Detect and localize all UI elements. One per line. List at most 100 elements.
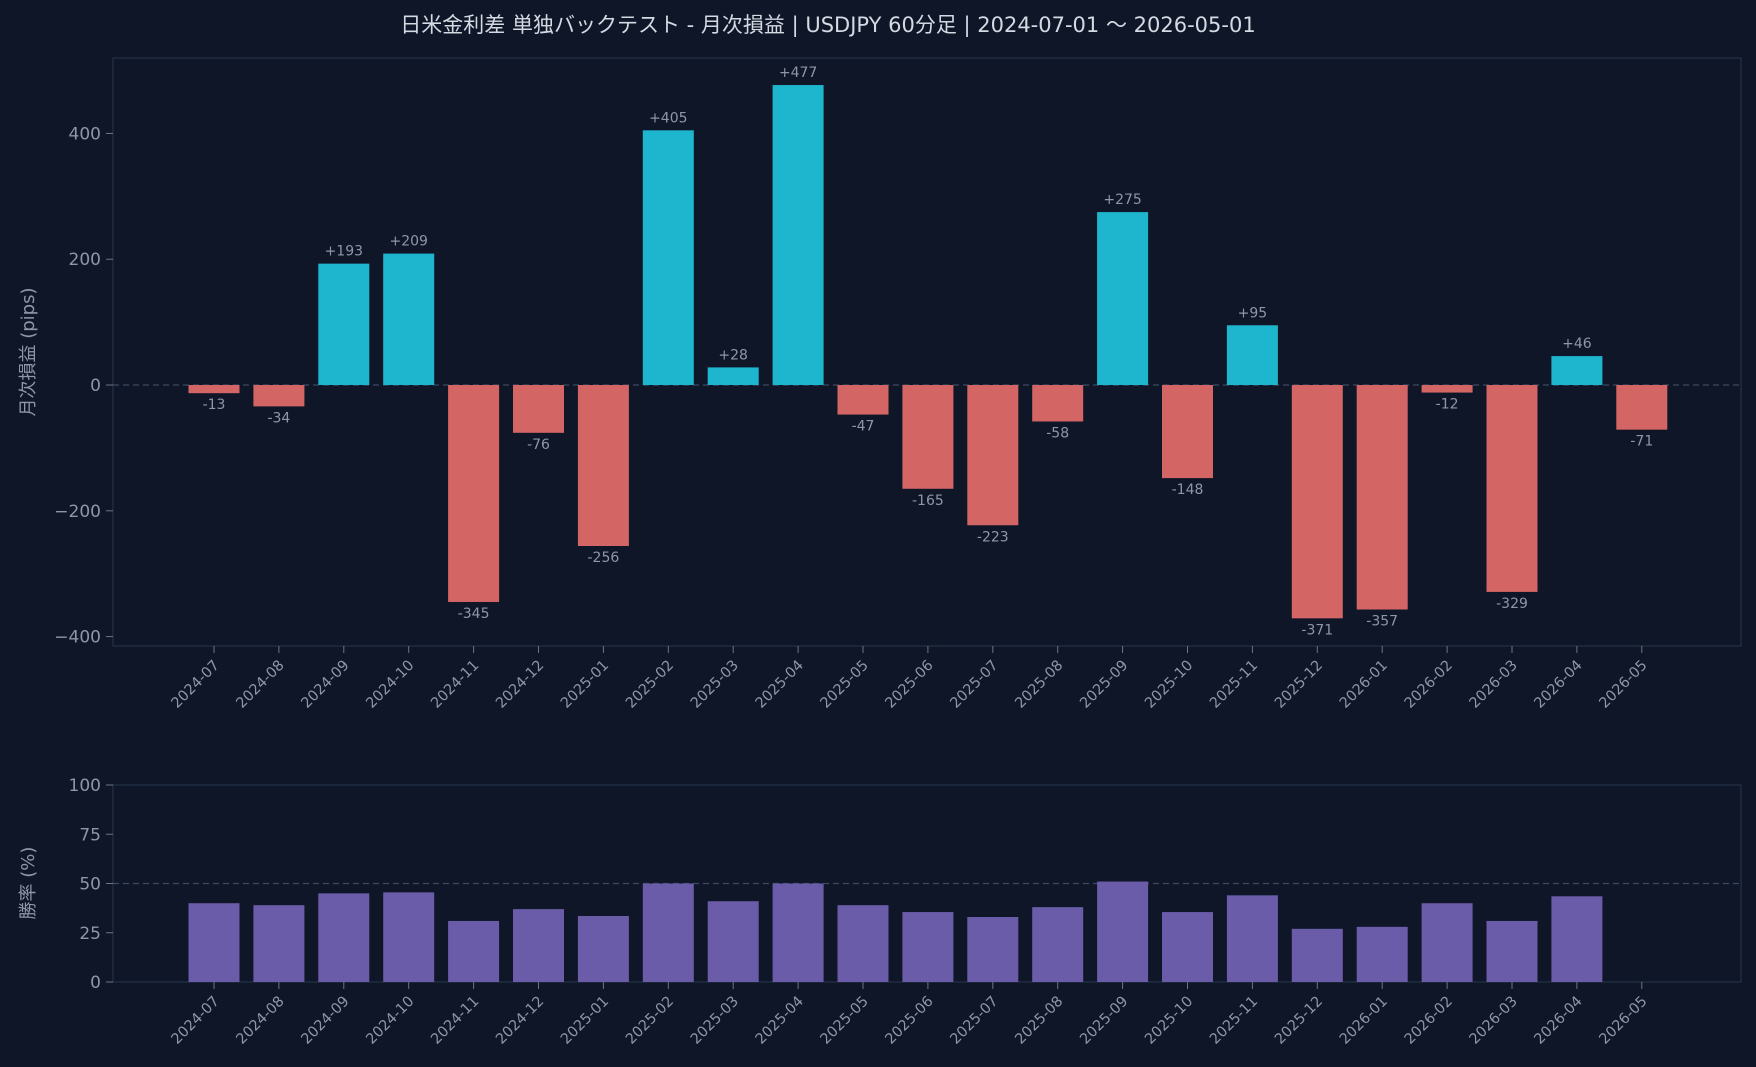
pnl-bar-2024-07 xyxy=(188,385,240,394)
pnl-bar-2024-08 xyxy=(253,385,305,407)
pnl-data-label-2026-02: -12 xyxy=(1436,397,1459,413)
pnl-data-label-2024-08: -34 xyxy=(267,410,290,426)
wr-x-tick-label-2025-07: 2025-07 xyxy=(947,994,1001,1048)
pnl-data-label-2025-07: -223 xyxy=(977,529,1009,545)
wr-x-tick-label-2025-03: 2025-03 xyxy=(688,994,742,1048)
pnl-bar-2025-07 xyxy=(967,385,1019,526)
pnl-y-tick-label: 400 xyxy=(69,124,101,144)
pnl-bar-2024-11 xyxy=(448,385,500,602)
pnl-x-tick-label-2024-12: 2024-12 xyxy=(493,658,547,712)
wr-y-tick-label: 100 xyxy=(69,776,101,796)
pnl-data-label-2025-10: -148 xyxy=(1172,482,1204,498)
pnl-bar-2024-12 xyxy=(513,385,564,433)
winrate-bars xyxy=(188,881,1603,982)
winrate-bar-2024-12 xyxy=(513,909,564,982)
winrate-bar-2025-05 xyxy=(837,905,889,982)
winrate-bar-2026-03 xyxy=(1486,920,1538,982)
pnl-data-label-2025-04: +477 xyxy=(779,65,817,81)
pnl-data-label-2024-11: -345 xyxy=(458,606,490,622)
pnl-x-tick-label-2025-07: 2025-07 xyxy=(947,658,1001,712)
wr-x-tick-label-2025-04: 2025-04 xyxy=(753,994,807,1048)
pnl-data-label-2026-05: -71 xyxy=(1630,434,1653,450)
winrate-bar-2024-07 xyxy=(188,903,240,982)
wr-x-tick-label-2024-10: 2024-10 xyxy=(363,994,417,1048)
pnl-bars xyxy=(188,85,1668,619)
monthly-pnl-chart: 月次損益 (pips) −400 −200 0 200 400 -13 -34 +193 +2… xyxy=(18,57,1742,712)
winrate-bar-2025-04 xyxy=(772,883,824,982)
pnl-x-tick-label-2025-11: 2025-11 xyxy=(1207,658,1261,712)
wr-x-tick-label-2026-02: 2026-02 xyxy=(1402,994,1456,1048)
winrate-bar-2025-10 xyxy=(1162,912,1213,982)
pnl-data-label-2024-07: -13 xyxy=(203,397,226,413)
pnl-bar-2025-02 xyxy=(642,130,694,386)
wr-x-tick-label-2025-06: 2025-06 xyxy=(883,994,937,1048)
wr-x-tick-label-2025-08: 2025-08 xyxy=(1012,994,1066,1048)
wr-y-tick-label: 75 xyxy=(79,825,101,845)
pnl-data-label-2024-10: +209 xyxy=(389,234,427,250)
pnl-bar-2025-01 xyxy=(577,385,629,547)
pnl-plot-frame xyxy=(112,57,1742,647)
pnl-bar-2024-10 xyxy=(383,253,435,386)
wr-x-tick-label-2026-01: 2026-01 xyxy=(1337,994,1391,1048)
pnl-x-ticks: 2024-07 2024-08 2024-09 2024-10 2024-11 2024-… xyxy=(169,646,1651,712)
wr-x-tick-label-2024-12: 2024-12 xyxy=(493,994,547,1048)
pnl-bar-2025-05 xyxy=(837,385,889,415)
winrate-bar-2025-01 xyxy=(577,916,629,982)
wr-y-tick-label: 25 xyxy=(79,924,101,944)
pnl-y-tick-label: −400 xyxy=(54,628,101,648)
pnl-bar-2026-04 xyxy=(1551,356,1603,386)
pnl-data-label-2024-09: +193 xyxy=(325,244,363,260)
wr-x-tick-label-2025-09: 2025-09 xyxy=(1077,994,1131,1048)
pnl-x-tick-label-2025-06: 2025-06 xyxy=(883,658,937,712)
pnl-y-axis-label: 月次損益 (pips) xyxy=(18,288,39,417)
pnl-bar-2024-09 xyxy=(318,263,370,386)
pnl-x-tick-label-2025-03: 2025-03 xyxy=(688,658,742,712)
pnl-y-ticks: −400 −200 0 200 400 xyxy=(54,124,113,648)
winrate-bar-2026-04 xyxy=(1551,896,1603,982)
pnl-bar-2025-03 xyxy=(707,367,759,386)
pnl-bar-2026-02 xyxy=(1421,385,1473,393)
pnl-data-label-2025-01: -256 xyxy=(588,550,620,566)
pnl-x-tick-label-2026-05: 2026-05 xyxy=(1596,658,1650,712)
pnl-x-tick-label-2025-12: 2025-12 xyxy=(1272,658,1326,712)
pnl-x-tick-label-2024-09: 2024-09 xyxy=(298,658,352,712)
wr-x-tick-label-2025-05: 2025-05 xyxy=(818,994,872,1048)
pnl-bar-2025-06 xyxy=(902,385,954,489)
pnl-data-label-2026-01: -357 xyxy=(1366,614,1398,630)
pnl-x-tick-label-2025-02: 2025-02 xyxy=(623,658,677,712)
pnl-data-label-2025-03: +28 xyxy=(718,347,748,363)
pnl-data-labels: -13 -34 +193 +209 -345 -76 -256 +405 +28 +477 -47 -… xyxy=(203,65,1654,638)
pnl-x-tick-label-2026-01: 2026-01 xyxy=(1337,658,1391,712)
pnl-data-label-2026-03: -329 xyxy=(1496,596,1528,612)
winrate-bar-2025-11 xyxy=(1226,895,1278,982)
winrate-bar-2025-02 xyxy=(642,883,694,982)
winrate-x-ticks: 2024-07 2024-08 2024-09 2024-10 2024-11 2024-… xyxy=(169,982,1651,1048)
wr-x-tick-label-2025-02: 2025-02 xyxy=(623,994,677,1048)
pnl-data-label-2025-06: -165 xyxy=(912,493,944,509)
wr-x-tick-label-2025-11: 2025-11 xyxy=(1207,994,1261,1048)
pnl-bar-2025-04 xyxy=(772,85,824,386)
wr-x-tick-label-2024-11: 2024-11 xyxy=(428,994,482,1048)
pnl-data-label-2025-02: +405 xyxy=(649,110,687,126)
pnl-bar-2025-10 xyxy=(1162,385,1213,479)
pnl-x-tick-label-2025-04: 2025-04 xyxy=(753,658,807,712)
pnl-data-label-2025-05: -47 xyxy=(852,419,875,435)
winrate-bar-2025-03 xyxy=(707,901,759,982)
pnl-bar-2025-11 xyxy=(1226,325,1278,386)
pnl-x-tick-label-2026-02: 2026-02 xyxy=(1402,658,1456,712)
wr-x-tick-label-2026-05: 2026-05 xyxy=(1596,994,1650,1048)
winrate-bar-2024-09 xyxy=(318,893,370,982)
winrate-y-axis-label: 勝率 (%) xyxy=(18,847,39,920)
pnl-x-tick-label-2026-03: 2026-03 xyxy=(1467,658,1521,712)
winrate-bar-2026-01 xyxy=(1356,926,1408,982)
pnl-x-tick-label-2024-10: 2024-10 xyxy=(363,658,417,712)
pnl-x-tick-label-2025-01: 2025-01 xyxy=(558,658,612,712)
pnl-data-label-2026-04: +46 xyxy=(1562,336,1592,352)
pnl-bar-2026-05 xyxy=(1616,385,1668,430)
pnl-data-label-2025-11: +95 xyxy=(1238,305,1268,321)
winrate-bar-2025-12 xyxy=(1291,928,1343,982)
pnl-x-tick-label-2025-05: 2025-05 xyxy=(818,658,872,712)
pnl-x-tick-label-2024-07: 2024-07 xyxy=(169,658,223,712)
